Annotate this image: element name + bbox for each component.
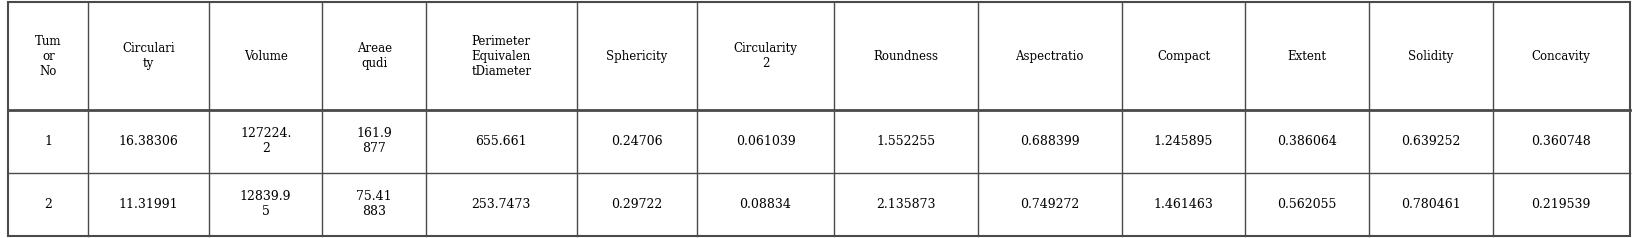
Text: 2.135873: 2.135873: [876, 198, 935, 211]
Text: 0.29722: 0.29722: [611, 198, 662, 211]
Text: 0.688399: 0.688399: [1020, 135, 1079, 148]
Text: 655.661: 655.661: [475, 135, 527, 148]
Text: 2: 2: [44, 198, 52, 211]
Text: Perimeter
Equivalen
tDiameter: Perimeter Equivalen tDiameter: [472, 35, 531, 78]
Text: 161.9
877: 161.9 877: [357, 127, 391, 155]
Text: 1: 1: [44, 135, 52, 148]
Text: Solidity: Solidity: [1409, 50, 1453, 63]
Text: 16.38306: 16.38306: [118, 135, 179, 148]
Text: 0.749272: 0.749272: [1020, 198, 1079, 211]
Text: 253.7473: 253.7473: [472, 198, 531, 211]
Text: Aspectratio: Aspectratio: [1016, 50, 1084, 63]
Text: 75.41
883: 75.41 883: [357, 190, 391, 218]
Text: 1.245895: 1.245895: [1153, 135, 1214, 148]
Text: Tum
or
No: Tum or No: [34, 35, 62, 78]
Text: 1.461463: 1.461463: [1153, 198, 1214, 211]
Text: Compact: Compact: [1156, 50, 1210, 63]
Text: Extent: Extent: [1287, 50, 1327, 63]
Text: 0.24706: 0.24706: [611, 135, 663, 148]
Text: 127224.
2: 127224. 2: [239, 127, 292, 155]
Text: 0.639252: 0.639252: [1400, 135, 1461, 148]
Text: Circulari
ty: Circulari ty: [123, 42, 175, 70]
Text: 0.061039: 0.061039: [735, 135, 796, 148]
Text: 12839.9
5: 12839.9 5: [239, 190, 292, 218]
Text: Areae
qudi: Areae qudi: [357, 42, 391, 70]
Text: 11.31991: 11.31991: [120, 198, 179, 211]
Text: 1.552255: 1.552255: [876, 135, 935, 148]
Text: 0.386064: 0.386064: [1278, 135, 1337, 148]
Text: Volume: Volume: [244, 50, 288, 63]
Text: 0.08834: 0.08834: [740, 198, 791, 211]
Text: Concavity: Concavity: [1532, 50, 1590, 63]
Text: 0.360748: 0.360748: [1532, 135, 1590, 148]
Text: Roundness: Roundness: [873, 50, 939, 63]
Text: Circularity
2: Circularity 2: [734, 42, 798, 70]
Text: 0.562055: 0.562055: [1278, 198, 1337, 211]
Text: Sphericity: Sphericity: [606, 50, 667, 63]
Text: 0.780461: 0.780461: [1400, 198, 1461, 211]
Text: 0.219539: 0.219539: [1532, 198, 1590, 211]
